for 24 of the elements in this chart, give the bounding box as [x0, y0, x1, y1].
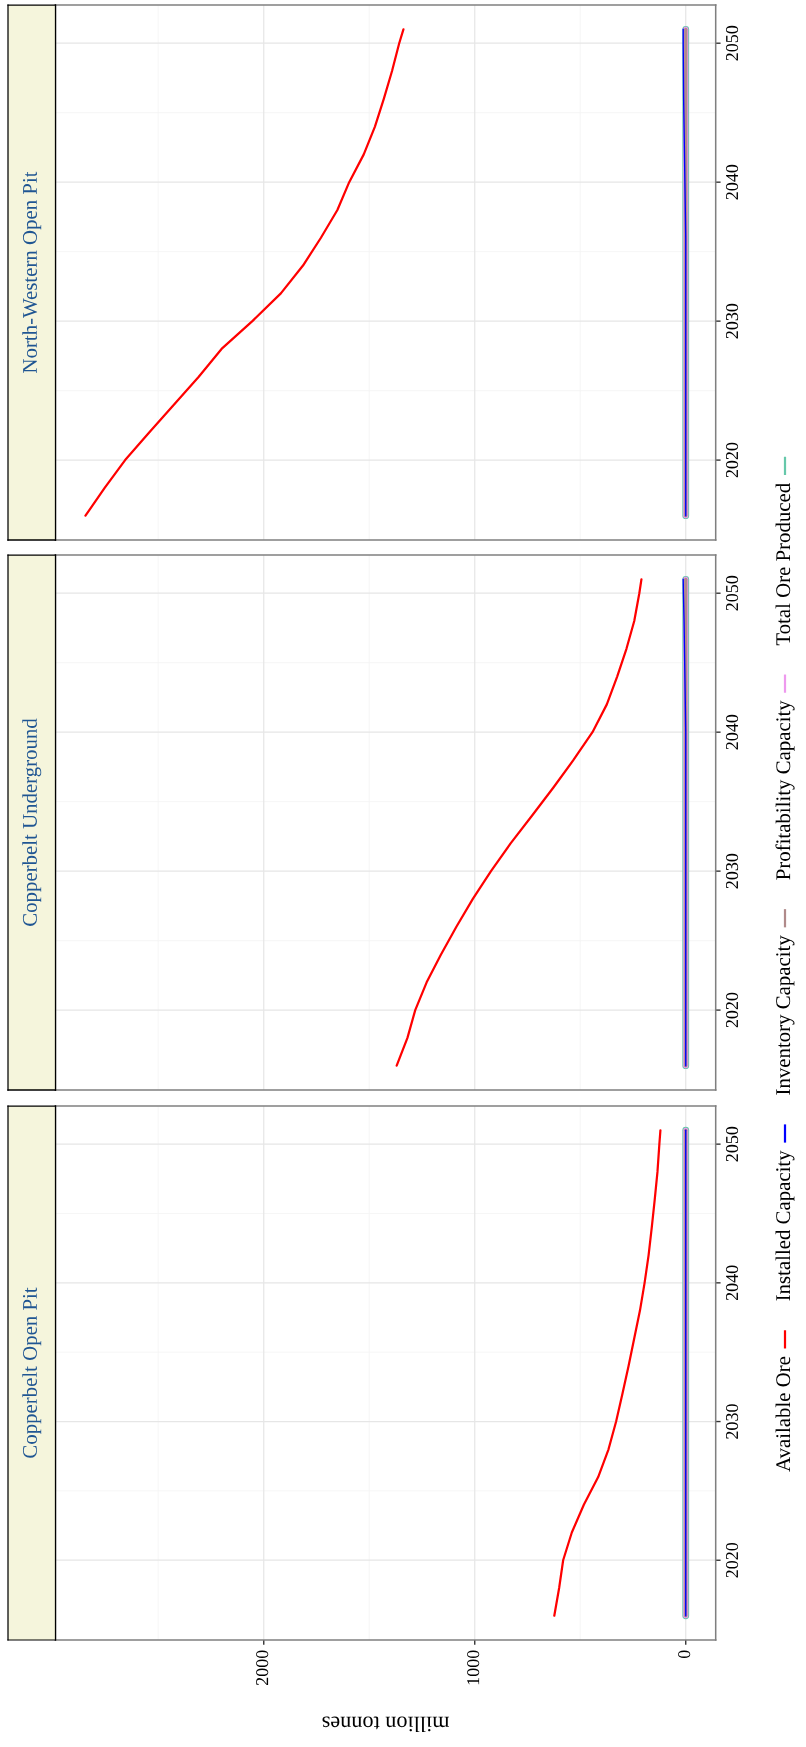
- y-tick-label: 2040: [725, 164, 739, 200]
- y-tick-label: 2040: [725, 714, 739, 750]
- x-tick-label: 2000: [256, 1650, 269, 1686]
- text: North-Western Open Pit: [22, 171, 42, 373]
- legend-label: Available Ore: [775, 1356, 791, 1472]
- legend-label: Inventory Capacity: [776, 935, 795, 1095]
- y-tick-label: 2020: [725, 442, 739, 478]
- text: Copperbelt Open Pit: [22, 1287, 42, 1458]
- legend-label: Profitability Capacity: [775, 700, 795, 880]
- y-tick-label: 2040: [725, 1265, 739, 1301]
- y-tick-label: 2020: [725, 992, 739, 1028]
- y-tick-label: 2050: [725, 575, 739, 611]
- text: Copperbelt Underground: [22, 718, 42, 926]
- legend-label: Total Ore Produced: [775, 483, 791, 646]
- y-tick-label: 2030: [725, 853, 739, 889]
- y-tick-label: 2020: [725, 1542, 739, 1578]
- legend-label: Installed Capacity: [775, 1150, 795, 1301]
- x-tick-label: 1000: [467, 1650, 480, 1685]
- x-tick-label: 0: [678, 1650, 691, 1659]
- x-axis-title: million tonnes: [322, 1716, 450, 1733]
- y-tick-label: 2030: [725, 1404, 739, 1439]
- y-tick-label: 2030: [725, 303, 739, 339]
- y-tick-label: 2050: [725, 25, 739, 61]
- y-tick-label: 2050: [725, 1126, 739, 1162]
